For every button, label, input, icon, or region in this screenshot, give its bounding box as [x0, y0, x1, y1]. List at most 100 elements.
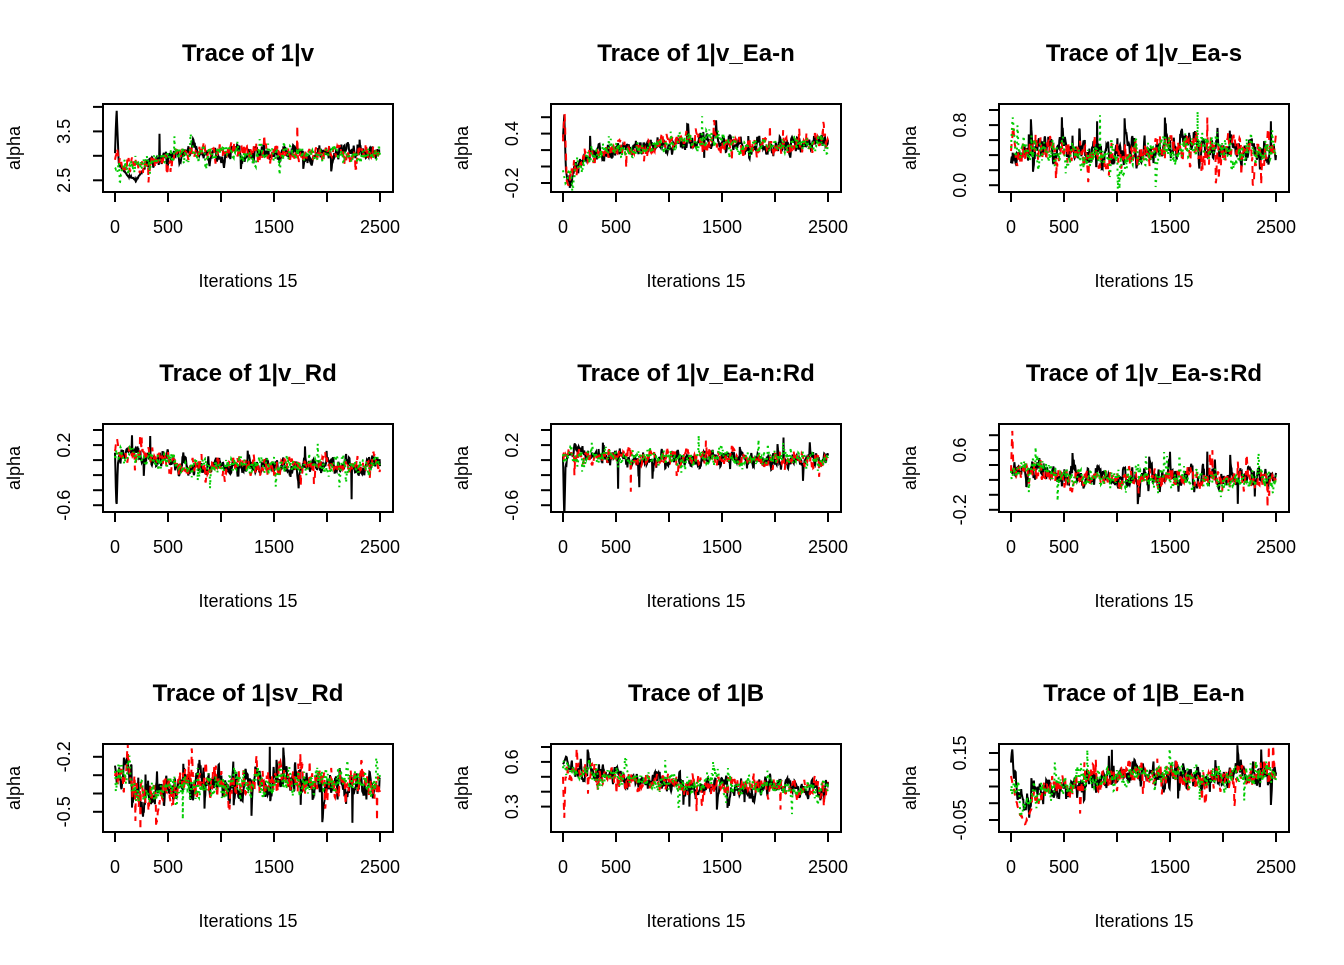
plot-box [550, 103, 842, 193]
trace-line-chain1 [114, 746, 381, 823]
y-axis-label: alpha [4, 445, 24, 490]
x-tick-label: 0 [110, 857, 120, 877]
plot-box [102, 423, 394, 513]
x-tick-label: 500 [601, 217, 631, 237]
plot-title: Trace of 1|sv_Rd [153, 680, 344, 707]
trace-line-chain1 [562, 437, 829, 511]
trace-line-chain3 [1010, 111, 1277, 189]
x-axis-label: Iterations 15 [1094, 591, 1193, 611]
y-tick-label: -0.2 [502, 167, 522, 198]
trace-plot-svg: Trace of 1|B alpha Iterations 15 0 500 1500 25… [452, 680, 848, 931]
plot-box [998, 423, 1290, 513]
trace-lines [562, 748, 829, 818]
y-tick-label: 0.6 [502, 749, 522, 774]
y-axis-label: alpha [452, 445, 472, 490]
trace-lines [1010, 430, 1277, 508]
trace-plot-svg: Trace of 1|v alpha Iterations 15 0 500 1500 25… [4, 40, 400, 291]
y-tick-label: 3.5 [54, 119, 74, 144]
plot-title: Trace of 1|v_Rd [159, 360, 336, 387]
x-tick-label: 2500 [360, 857, 400, 877]
y-tick-label: 0.15 [950, 735, 970, 770]
trace-line-chain2 [1010, 430, 1277, 508]
trace-lines [114, 110, 381, 184]
plot-box [102, 743, 394, 833]
x-axis-label: Iterations 15 [646, 271, 745, 291]
trace-line-chain3 [1010, 447, 1277, 501]
y-tick-label: -0.2 [54, 741, 74, 772]
plot-title: Trace of 1|B_Ea-n [1043, 680, 1244, 707]
plot-title: Trace of 1|v_Ea-s [1046, 40, 1242, 67]
x-axis-label: Iterations 15 [198, 271, 297, 291]
x-axis-label: Iterations 15 [1094, 911, 1193, 931]
y-axis-label: alpha [4, 765, 24, 810]
trace-lines [1010, 111, 1277, 189]
trace-plot-cell-8: Trace of 1|B alpha Iterations 15 0 500 1500 25… [448, 640, 896, 960]
x-tick-label: 1500 [254, 537, 294, 557]
x-tick-label: 2500 [1256, 857, 1296, 877]
plot-title: Trace of 1|v [182, 40, 315, 67]
y-tick-label: -0.05 [950, 799, 970, 840]
x-tick-label: 2500 [360, 217, 400, 237]
x-tick-label: 2500 [360, 537, 400, 557]
x-axis-label: Iterations 15 [1094, 271, 1193, 291]
x-axis-label: Iterations 15 [198, 591, 297, 611]
plot-title: Trace of 1|v_Ea-s:Rd [1026, 360, 1262, 387]
x-tick-label: 500 [1049, 217, 1079, 237]
y-tick-label: 0.0 [950, 173, 970, 198]
trace-plot-cell-9: Trace of 1|B_Ea-n alpha Iterations 15 0 500 1… [896, 640, 1344, 960]
x-tick-label: 500 [1049, 537, 1079, 557]
plot-box [998, 743, 1290, 833]
plot-title: Trace of 1|v_Ea-n [597, 40, 794, 67]
y-axis-label: alpha [900, 445, 920, 490]
trace-plot-cell-7: Trace of 1|sv_Rd alpha Iterations 15 0 500 15… [0, 640, 448, 960]
x-tick-label: 1500 [1150, 537, 1190, 557]
trace-line-chain2 [1010, 117, 1277, 186]
trace-lines [114, 745, 381, 831]
x-tick-label: 1500 [702, 857, 742, 877]
x-axis-label: Iterations 15 [646, 911, 745, 931]
x-axis-label: Iterations 15 [198, 911, 297, 931]
x-tick-label: 500 [601, 857, 631, 877]
x-tick-label: 1500 [1150, 217, 1190, 237]
y-tick-label: 0.2 [54, 433, 74, 458]
y-axis-label: alpha [4, 125, 24, 170]
x-tick-label: 2500 [1256, 217, 1296, 237]
x-tick-label: 1500 [702, 217, 742, 237]
plot-box [998, 103, 1290, 193]
x-tick-label: 2500 [808, 217, 848, 237]
trace-line-chain2 [114, 436, 381, 487]
x-tick-label: 500 [153, 537, 183, 557]
trace-plot-cell-4: Trace of 1|v_Rd alpha Iterations 15 0 500 150… [0, 320, 448, 640]
x-tick-label: 0 [1006, 537, 1016, 557]
plot-title: Trace of 1|B [628, 680, 764, 707]
x-tick-label: 1500 [254, 857, 294, 877]
y-tick-label: -0.6 [502, 490, 522, 521]
x-tick-label: 1500 [254, 217, 294, 237]
x-tick-label: 500 [1049, 857, 1079, 877]
trace-line-chain3 [562, 435, 829, 473]
trace-plot-cell-5: Trace of 1|v_Ea-n:Rd alpha Iterations 15 0 5… [448, 320, 896, 640]
x-tick-label: 1500 [702, 537, 742, 557]
y-tick-label: -0.6 [54, 490, 74, 521]
trace-line-chain3 [114, 133, 381, 184]
y-tick-label: -0.2 [950, 494, 970, 525]
trace-lines [114, 435, 381, 505]
x-tick-label: 500 [153, 217, 183, 237]
x-tick-label: 2500 [808, 537, 848, 557]
plot-box [550, 743, 842, 833]
y-axis-label: alpha [452, 125, 472, 170]
trace-line-chain3 [1010, 748, 1277, 819]
x-tick-label: 0 [558, 857, 568, 877]
trace-line-chain2 [114, 125, 381, 183]
x-tick-label: 1500 [1150, 857, 1190, 877]
y-axis-label: alpha [900, 125, 920, 170]
